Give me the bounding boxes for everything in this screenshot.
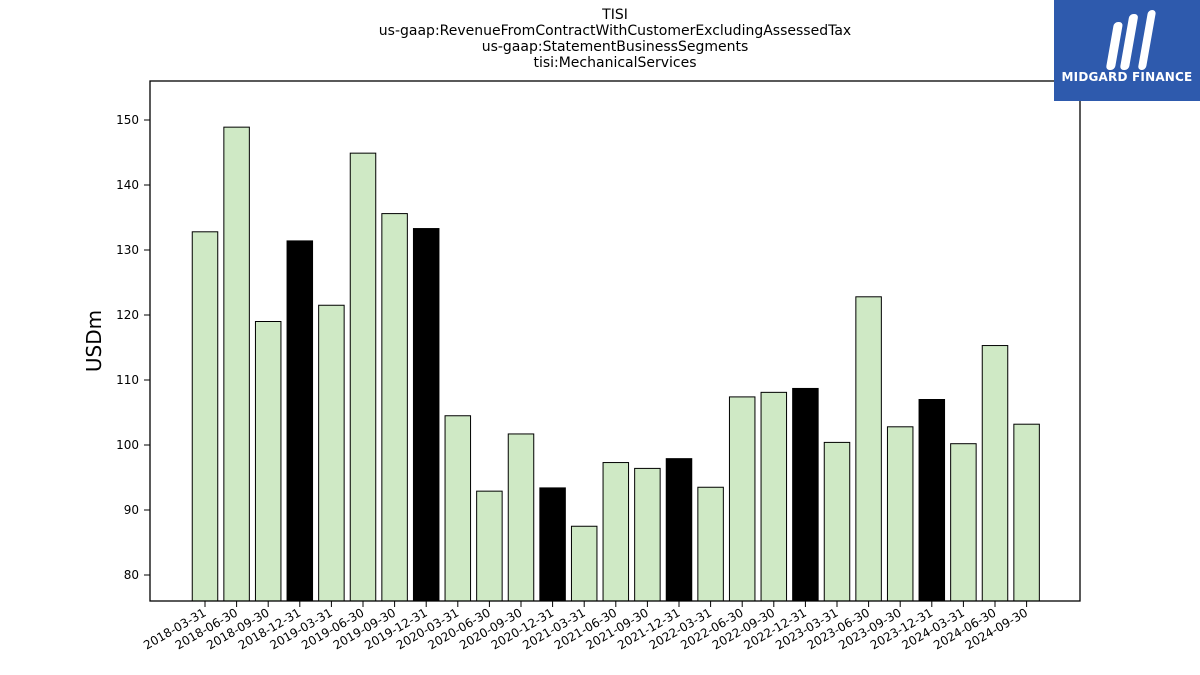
bar-2023-09-30: [886, 426, 914, 602]
bar-2018-12-31: [286, 240, 314, 602]
midgard-finance-logo: MIDGARD FINANCE: [1054, 0, 1200, 101]
bar-2020-06-30: [476, 490, 503, 602]
y-tick-label: 110: [116, 373, 139, 387]
y-tick-label: 90: [124, 503, 139, 517]
logo-mark-icon: [1106, 10, 1156, 70]
bar-2019-09-30: [381, 213, 408, 602]
bar-2019-03-31: [318, 304, 345, 602]
y-tick-label: 140: [116, 178, 139, 192]
bar-2024-09-30: [1013, 423, 1040, 602]
bar-2024-03-31: [950, 443, 977, 602]
bar-2019-12-31: [412, 228, 440, 602]
bar-2019-06-30: [349, 152, 377, 602]
title-line-axis: us-gaap:StatementBusinessSegments: [481, 39, 749, 55]
bar-2022-06-30: [728, 396, 756, 602]
bar-2023-06-30: [855, 296, 882, 602]
title-line-concept: us-gaap:RevenueFromContractWithCustomerE…: [378, 23, 852, 39]
y-tick-label: 130: [116, 243, 139, 257]
bar-2018-06-30: [223, 126, 250, 602]
bar-2022-09-30: [760, 391, 788, 602]
bar-2022-03-31: [697, 486, 724, 602]
title-line-ticker: TISI: [602, 7, 628, 23]
bar-2024-06-30: [981, 345, 1009, 602]
y-tick-label: 150: [116, 113, 139, 127]
bar-2018-03-31: [191, 231, 219, 602]
bar-2021-09-30: [634, 467, 661, 602]
y-tick-label: 120: [116, 308, 139, 322]
chart-title: TISI us-gaap:RevenueFromContractWithCust…: [150, 7, 1080, 71]
bar-2021-12-31: [665, 458, 693, 602]
y-tick-label: 100: [116, 438, 139, 452]
bar-2018-09-30: [254, 321, 282, 602]
bar-2022-12-31: [792, 387, 819, 602]
y-tick-label: 80: [124, 568, 139, 582]
bar-2020-12-31: [539, 487, 566, 602]
bar-2021-06-30: [602, 462, 630, 602]
title-line-member: tisi:MechanicalServices: [533, 55, 697, 71]
y-axis-label: USDm: [82, 310, 106, 372]
plot-frame: [149, 80, 1081, 602]
bar-2023-03-31: [823, 441, 851, 602]
bar-2023-12-31: [918, 399, 946, 602]
bar-2020-03-31: [444, 415, 472, 602]
bar-2020-09-30: [507, 433, 535, 602]
logo-text: MIDGARD FINANCE: [1061, 70, 1193, 84]
bar-2021-03-31: [570, 525, 598, 602]
